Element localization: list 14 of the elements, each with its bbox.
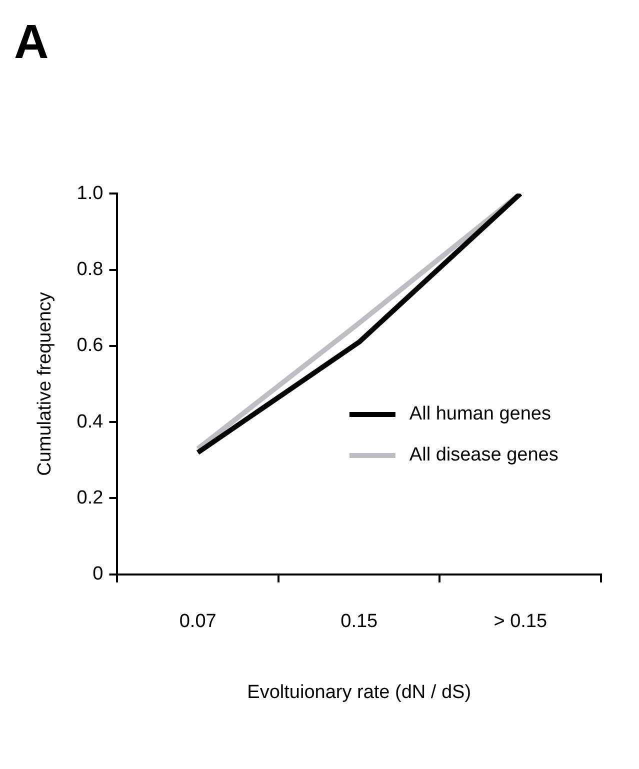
legend-label: All human genes	[409, 404, 551, 425]
chart-title: A	[14, 16, 49, 70]
y-tick-label: 1.0	[76, 182, 104, 204]
y-tick-label: 0	[92, 564, 104, 585]
y-tick-label: 0.6	[76, 335, 104, 356]
y-axis-title: Cumulative frequency	[34, 292, 56, 476]
x-axis-title: Evoltuionary rate (dN / dS)	[247, 682, 472, 703]
y-tick-label: 0.2	[76, 487, 104, 508]
x-tick-label: > 0.15	[494, 611, 548, 632]
y-tick-label: 0.8	[76, 258, 104, 280]
x-tick-label: 0.07	[179, 611, 216, 632]
legend-label: All disease genes	[409, 444, 558, 466]
x-tick-label: 0.15	[340, 611, 378, 632]
y-tick-label: 0.4	[76, 411, 104, 432]
